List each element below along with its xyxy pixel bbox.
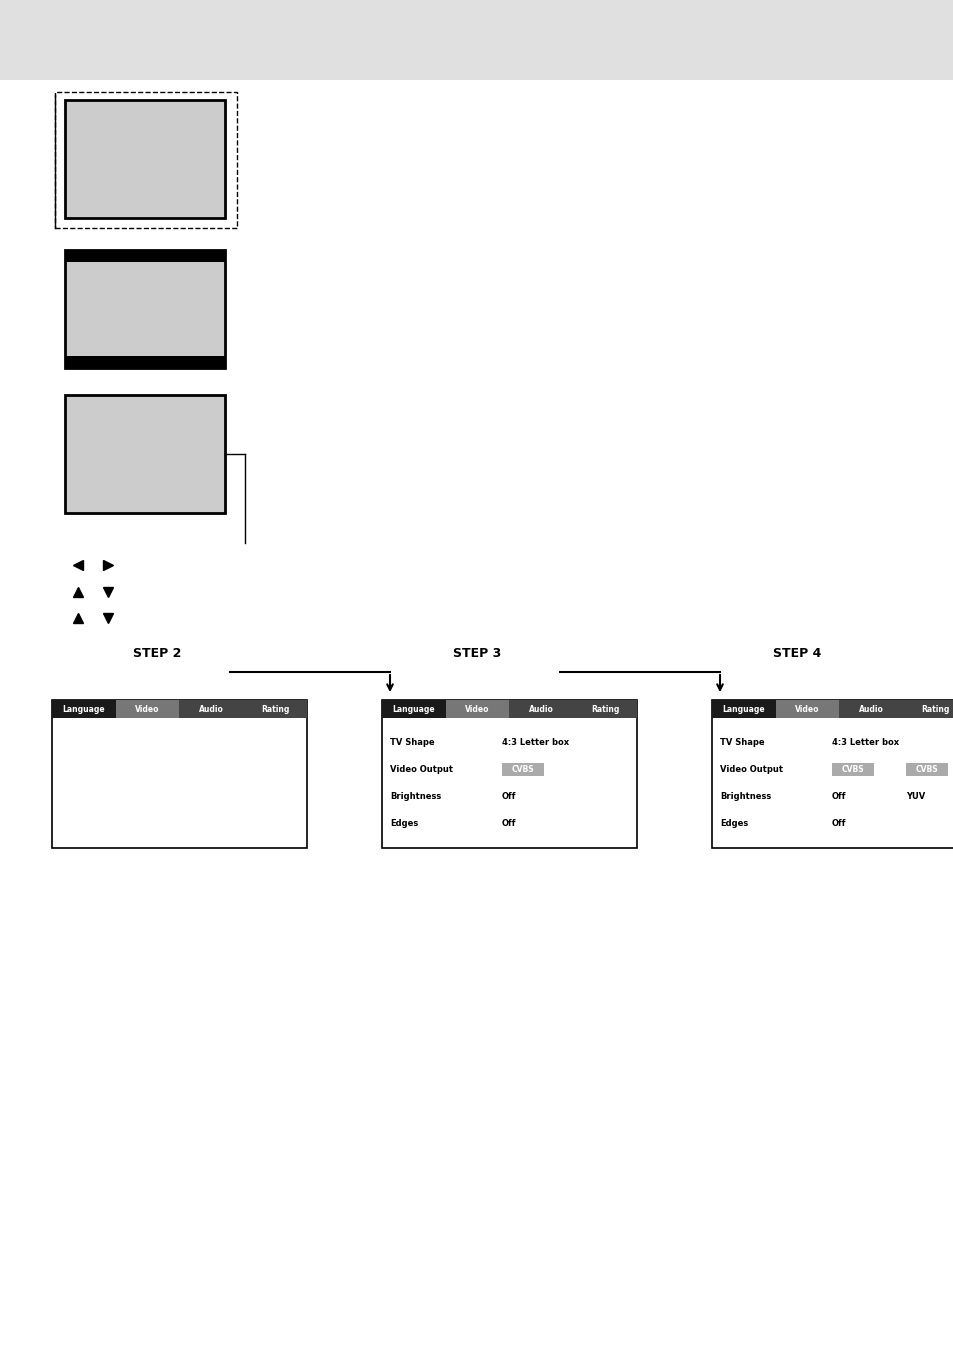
Text: Rating: Rating (261, 705, 289, 713)
Text: Video: Video (135, 705, 160, 713)
Bar (573, 700, 637, 718)
Text: Rating: Rating (920, 705, 948, 713)
Bar (839, 700, 902, 718)
Text: Audio: Audio (199, 705, 224, 713)
Bar (902, 700, 953, 718)
Bar (0, 0, 953, 80)
Bar (445, 700, 509, 718)
Text: CVBS: CVBS (841, 764, 863, 774)
Text: Audio: Audio (858, 705, 882, 713)
Text: Audio: Audio (528, 705, 554, 713)
Bar (65, 249, 225, 368)
Text: Off: Off (501, 793, 516, 801)
Text: TV Shape: TV Shape (720, 737, 763, 747)
Text: Off: Off (831, 793, 845, 801)
Bar (775, 700, 839, 718)
Bar (381, 700, 445, 718)
Bar (65, 395, 225, 514)
Text: STEP 4: STEP 4 (772, 647, 821, 661)
Bar (711, 700, 953, 848)
Bar (65, 249, 225, 262)
Bar (115, 700, 179, 718)
Bar (52, 700, 115, 718)
Bar (501, 763, 543, 776)
Bar (52, 700, 307, 848)
Text: Video Output: Video Output (720, 764, 782, 774)
Text: CVBS: CVBS (511, 764, 534, 774)
Text: TV Shape: TV Shape (390, 737, 435, 747)
Bar (831, 763, 873, 776)
Bar (243, 700, 307, 718)
Text: YUV: YUV (904, 793, 924, 801)
Text: STEP 3: STEP 3 (453, 647, 500, 661)
Bar (65, 356, 225, 368)
Text: Brightness: Brightness (720, 793, 770, 801)
Bar (55, 92, 236, 228)
Text: CVBS: CVBS (915, 764, 937, 774)
Text: Edges: Edges (720, 820, 747, 828)
Text: Rating: Rating (590, 705, 618, 713)
Text: 4:3 Letter box: 4:3 Letter box (831, 737, 898, 747)
Text: 4:3 Letter box: 4:3 Letter box (501, 737, 568, 747)
Bar (904, 763, 947, 776)
Text: Language: Language (721, 705, 764, 713)
Text: Video Output: Video Output (390, 764, 453, 774)
Bar (711, 700, 775, 718)
Bar (509, 700, 573, 718)
Text: Video: Video (795, 705, 819, 713)
Bar (179, 700, 243, 718)
Text: Brightness: Brightness (390, 793, 441, 801)
Text: Off: Off (501, 820, 516, 828)
Text: Language: Language (63, 705, 105, 713)
Text: STEP 2: STEP 2 (132, 647, 181, 661)
Text: Video: Video (465, 705, 489, 713)
Text: Language: Language (392, 705, 435, 713)
Bar (65, 100, 225, 218)
Bar (381, 700, 637, 848)
Text: Edges: Edges (390, 820, 417, 828)
Text: Off: Off (831, 820, 845, 828)
